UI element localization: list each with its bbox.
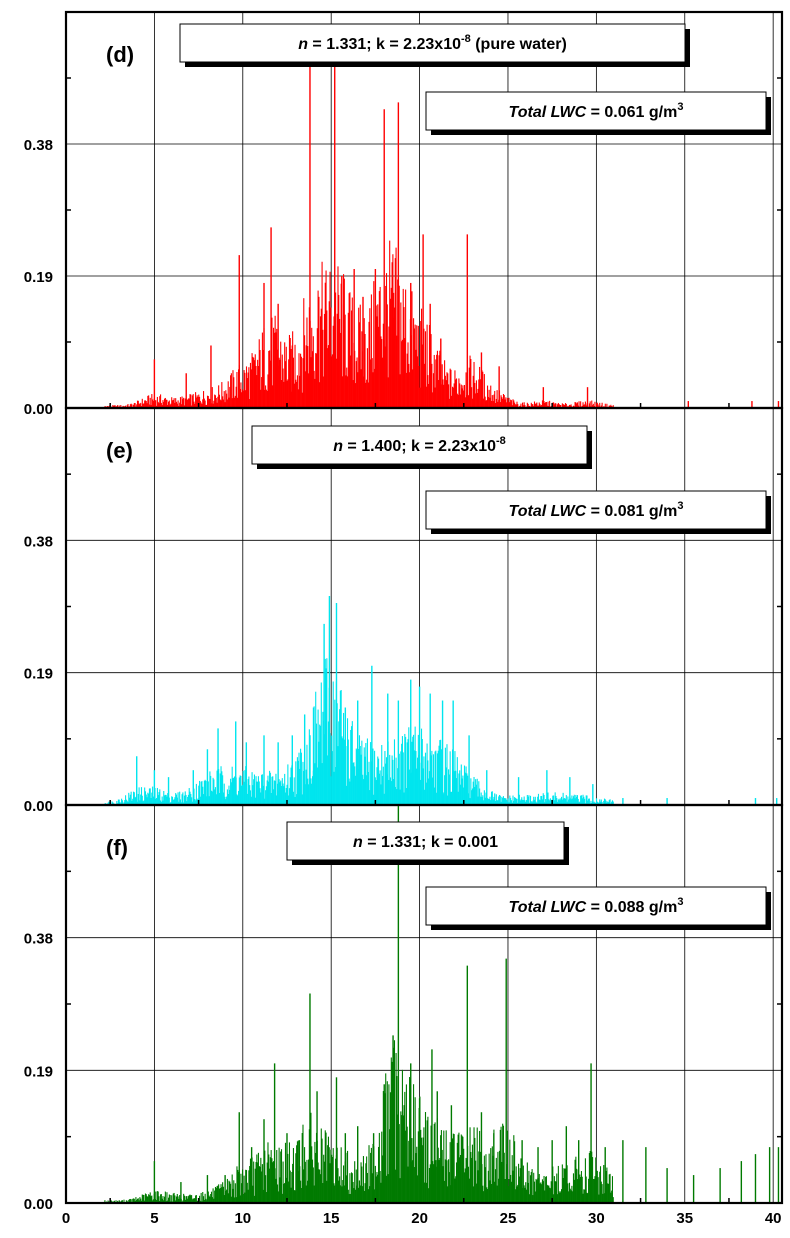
panel-label: (f) [106,835,128,860]
panel-label: (e) [106,438,133,463]
x-tick-label: 35 [676,1210,693,1227]
lwc-exponent: 3 [677,896,683,908]
parameter-annotation: n = 1.331; k = 2.23x10-8 (pure water) [298,33,567,53]
lwc-label: Total LWC [509,503,587,520]
parameter-exponent: -8 [496,435,506,447]
n-symbol: n [353,834,363,851]
n-symbol: n [298,36,308,53]
y-tick-label: 0.19 [24,1063,53,1080]
x-tick-label: 5 [150,1210,158,1227]
y-tick-label: 0.38 [24,533,53,550]
lwc-annotation: Total LWC = 0.061 g/m3 [509,101,684,121]
lwc-value: = 0.061 g/m [586,104,677,121]
panel-0: 0.00 0.19 0.38 (d) n = 1.331; k = 2.23x10-8 … [24,10,784,418]
y-tick-label: 0.38 [24,931,53,948]
x-tick-label: 20 [411,1210,428,1227]
panel-2: 0.00 0.19 0.38 0 5 10 15 20 25 30 35 40 (f) n = 1.331… [24,803,784,1227]
y-tick-label: 0.00 [24,401,53,418]
lwc-exponent: 3 [677,500,683,512]
lwc-annotation: Total LWC = 0.088 g/m3 [509,896,684,916]
parameter-annotation: n = 1.400; k = 2.23x10-8 [333,435,506,455]
lwc-label: Total LWC [509,104,587,121]
parameter-text: = 1.331; k = 2.23x10 [308,36,461,53]
x-tick-label: 0 [62,1210,70,1227]
y-tick-label: 0.00 [24,1196,53,1213]
parameter-text: = 1.331; k = 0.001 [363,834,498,851]
parameter-exponent: -8 [461,33,471,45]
parameter-annotation-box [179,23,686,63]
n-symbol: n [333,438,343,455]
y-tick-label: 0.00 [24,798,53,815]
y-tick-label: 0.19 [24,666,53,683]
lwc-annotation: Total LWC = 0.081 g/m3 [509,500,684,520]
lwc-label: Total LWC [509,899,587,916]
y-tick-label: 0.38 [24,137,53,154]
parameter-annotation: n = 1.331; k = 0.001 [353,834,498,851]
parameter-annotation-box [286,821,565,861]
x-tick-label: 10 [234,1210,251,1227]
y-tick-label: 0.19 [24,269,53,286]
parameter-text: = 1.400; k = 2.23x10 [343,438,496,455]
parameter-annotation-box [251,425,588,465]
lwc-annotation-box [425,91,767,131]
x-tick-label: 15 [323,1210,340,1227]
lwc-value: = 0.081 g/m [586,503,677,520]
lwc-annotation-box [425,490,767,530]
parameter-suffix: (pure water) [471,36,567,53]
panel-1: 0.00 0.19 0.38 (e) n = 1.400; k = 2.23x10-8 T… [24,406,784,815]
x-tick-label: 25 [500,1210,517,1227]
x-tick-label: 30 [588,1210,605,1227]
lwc-exponent: 3 [677,101,683,113]
x-tick-label: 40 [765,1210,782,1227]
panel-label: (d) [106,42,134,67]
lwc-value: = 0.088 g/m [586,899,677,916]
lwc-annotation-box [425,886,767,926]
